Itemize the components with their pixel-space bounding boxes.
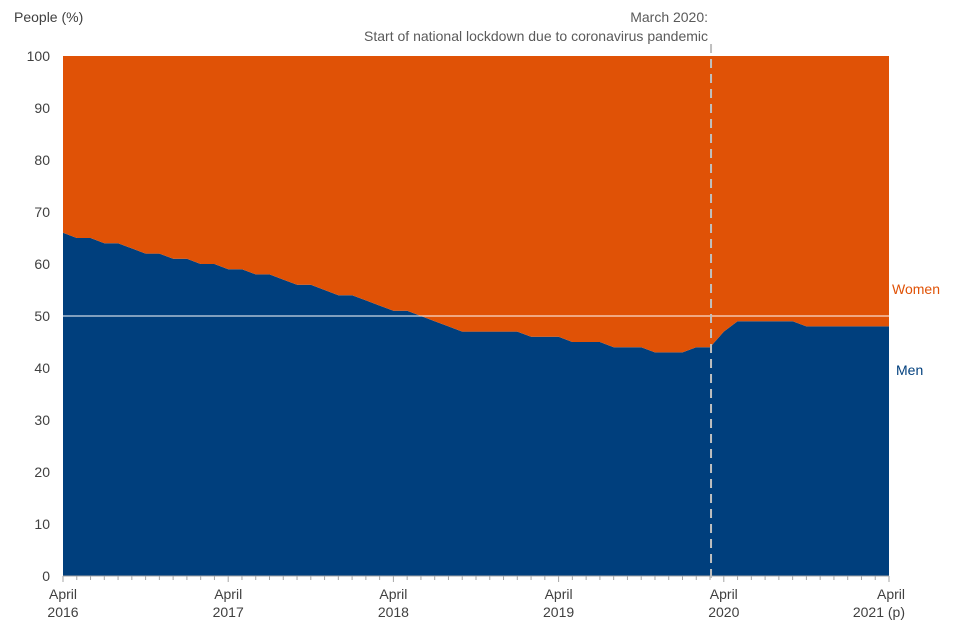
plot-areas xyxy=(63,56,889,577)
y-tick-label: 80 xyxy=(34,152,50,168)
event-annotation: Start of national lockdown due to corona… xyxy=(364,28,708,44)
y-tick-label: 60 xyxy=(34,256,50,272)
x-tick-label: April xyxy=(877,586,905,602)
series-label-men: Men xyxy=(896,362,923,378)
x-tick-label: April xyxy=(379,586,407,602)
y-tick-label: 10 xyxy=(34,516,50,532)
y-tick-label: 100 xyxy=(27,48,51,64)
x-tick-label: April xyxy=(214,586,242,602)
series-label-women: Women xyxy=(892,281,940,297)
x-tick-label: 2021 (p) xyxy=(853,604,905,620)
y-tick-label: 50 xyxy=(34,308,50,324)
x-axis: April 2016 April 2017 April 2018 April 2019 Apri… xyxy=(47,575,905,620)
x-tick-label: 2016 xyxy=(47,604,78,620)
y-tick-label: 70 xyxy=(34,204,50,220)
x-tick-label: April xyxy=(545,586,573,602)
x-tick-label: 2019 xyxy=(543,604,574,620)
y-tick-label: 90 xyxy=(34,100,50,116)
x-tick-label: April xyxy=(710,586,738,602)
event-annotation: March 2020: xyxy=(630,9,708,25)
area-series-women xyxy=(63,56,889,353)
x-tick-label: 2020 xyxy=(708,604,739,620)
x-tick-label: 2017 xyxy=(213,604,244,620)
x-tick-label: April xyxy=(49,586,77,602)
y-axis: 0 10 20 30 40 50 60 70 80 90 100 xyxy=(27,48,51,584)
y-tick-label: 0 xyxy=(42,568,50,584)
x-tick-label: 2018 xyxy=(378,604,409,620)
series-labels: Men Women xyxy=(892,281,940,378)
event-marker-group: March 2020: Start of national lockdown du… xyxy=(364,9,713,584)
area-series-men xyxy=(63,232,889,577)
y-axis-title: People (%) xyxy=(14,9,83,25)
y-tick-label: 30 xyxy=(34,412,50,428)
y-tick-label: 20 xyxy=(34,464,50,480)
y-tick-label: 40 xyxy=(34,360,50,376)
